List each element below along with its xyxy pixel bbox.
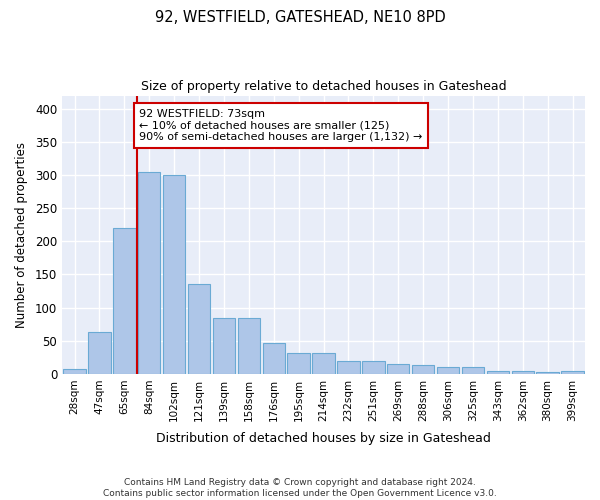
Bar	[88, 332, 110, 374]
Bar	[387, 364, 409, 374]
Bar	[138, 172, 160, 374]
Bar	[238, 318, 260, 374]
Bar	[113, 228, 136, 374]
Bar	[163, 175, 185, 374]
Bar	[437, 366, 459, 374]
Bar	[337, 360, 359, 374]
Text: 92, WESTFIELD, GATESHEAD, NE10 8PD: 92, WESTFIELD, GATESHEAD, NE10 8PD	[155, 10, 445, 25]
Bar	[213, 318, 235, 374]
Bar	[562, 370, 584, 374]
Text: Contains HM Land Registry data © Crown copyright and database right 2024.
Contai: Contains HM Land Registry data © Crown c…	[103, 478, 497, 498]
Text: 92 WESTFIELD: 73sqm
← 10% of detached houses are smaller (125)
90% of semi-detac: 92 WESTFIELD: 73sqm ← 10% of detached ho…	[139, 109, 422, 142]
Bar	[512, 370, 534, 374]
Bar	[487, 370, 509, 374]
Bar	[263, 344, 285, 374]
Bar	[412, 364, 434, 374]
Y-axis label: Number of detached properties: Number of detached properties	[15, 142, 28, 328]
Bar	[462, 368, 484, 374]
Bar	[287, 354, 310, 374]
Title: Size of property relative to detached houses in Gateshead: Size of property relative to detached ho…	[141, 80, 506, 93]
Bar	[188, 284, 210, 374]
Bar	[64, 368, 86, 374]
Bar	[362, 360, 385, 374]
Bar	[313, 352, 335, 374]
Bar	[536, 372, 559, 374]
X-axis label: Distribution of detached houses by size in Gateshead: Distribution of detached houses by size …	[156, 432, 491, 445]
